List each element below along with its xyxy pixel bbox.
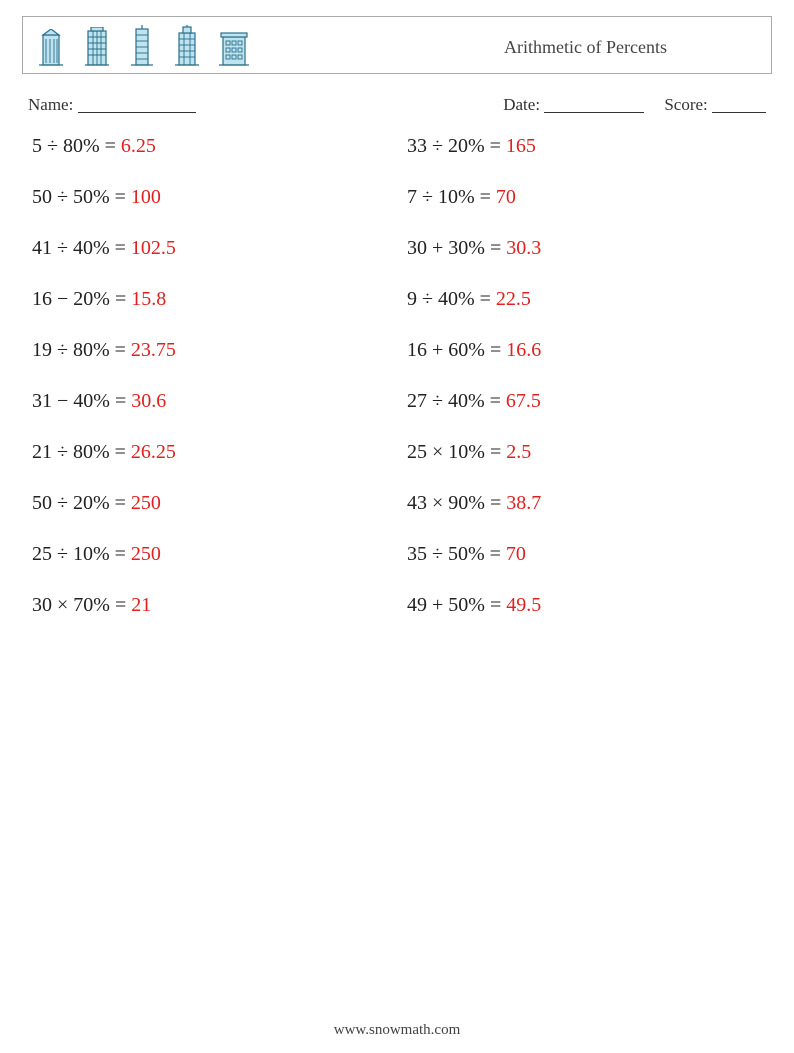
problem-answer: 30.6 [131, 390, 166, 412]
problem-expression: 50 ÷ 20% = [32, 492, 131, 514]
problem-answer: 23.75 [131, 339, 176, 361]
problem-answer: 30.3 [506, 237, 541, 259]
problem: 43 × 90% = 38.7 [407, 492, 762, 515]
date-blank[interactable] [544, 97, 644, 113]
problem-expression: 50 ÷ 50% = [32, 186, 131, 208]
problem-expression: 16 − 20% = [32, 288, 131, 310]
problem: 16 − 20% = 15.8 [32, 288, 387, 311]
problem: 30 × 70% = 21 [32, 594, 387, 617]
problem-expression: 41 ÷ 40% = [32, 237, 131, 259]
meta-row: Name: Date: Score: [28, 94, 766, 115]
problem-expression: 30 × 70% = [32, 594, 131, 616]
worksheet-page: Arithmetic of Percents Name: Date: Score… [0, 0, 794, 633]
problem-expression: 31 − 40% = [32, 390, 131, 412]
problem-answer: 2.5 [506, 441, 531, 463]
score-label: Score: [664, 95, 707, 114]
problem: 30 + 30% = 30.3 [407, 237, 762, 260]
worksheet-title: Arithmetic of Percents [504, 37, 667, 58]
problem-expression: 9 ÷ 40% = [407, 288, 496, 310]
footer-url: www.snowmath.com [0, 1022, 794, 1039]
problem-answer: 21 [131, 594, 151, 616]
problem-expression: 30 + 30% = [407, 237, 506, 259]
score-blank[interactable] [712, 97, 766, 113]
problem-answer: 26.25 [131, 441, 176, 463]
name-label: Name: [28, 95, 73, 114]
building-icon [173, 25, 201, 67]
problem-answer: 22.5 [496, 288, 531, 310]
problem-expression: 16 + 60% = [407, 339, 506, 361]
problem: 25 ÷ 10% = 250 [32, 543, 387, 566]
problem: 31 − 40% = 30.6 [32, 390, 387, 413]
problem-expression: 7 ÷ 10% = [407, 186, 496, 208]
header: Arithmetic of Percents [22, 16, 772, 74]
problem: 35 ÷ 50% = 70 [407, 543, 762, 566]
problem-expression: 35 ÷ 50% = [407, 543, 506, 565]
problem: 16 + 60% = 16.6 [407, 339, 762, 362]
name-field: Name: [28, 94, 196, 115]
building-icons [37, 25, 249, 67]
problem-answer: 49.5 [506, 594, 541, 616]
problem-answer: 70 [496, 186, 516, 208]
problem-answer: 250 [131, 492, 161, 514]
problem-expression: 27 ÷ 40% = [407, 390, 506, 412]
date-field: Date: [503, 94, 644, 115]
problem-expression: 19 ÷ 80% = [32, 339, 131, 361]
problem-expression: 43 × 90% = [407, 492, 506, 514]
building-icon [129, 25, 155, 67]
building-icon [83, 27, 111, 67]
problem-answer: 165 [506, 135, 536, 157]
problem: 33 ÷ 20% = 165 [407, 135, 762, 158]
name-blank[interactable] [78, 97, 196, 113]
problem: 27 ÷ 40% = 67.5 [407, 390, 762, 413]
problem-answer: 102.5 [131, 237, 176, 259]
problem-answer: 15.8 [131, 288, 166, 310]
problem-expression: 25 × 10% = [407, 441, 506, 463]
problem: 41 ÷ 40% = 102.5 [32, 237, 387, 260]
problem: 25 × 10% = 2.5 [407, 441, 762, 464]
building-icon [37, 29, 65, 67]
problem-answer: 250 [131, 543, 161, 565]
problem: 21 ÷ 80% = 26.25 [32, 441, 387, 464]
problem: 50 ÷ 50% = 100 [32, 186, 387, 209]
problem-answer: 6.25 [121, 135, 156, 157]
problem-answer: 67.5 [506, 390, 541, 412]
score-field: Score: [664, 94, 766, 115]
problem: 7 ÷ 10% = 70 [407, 186, 762, 209]
problem: 19 ÷ 80% = 23.75 [32, 339, 387, 362]
building-icon [219, 29, 249, 67]
problem-answer: 70 [506, 543, 526, 565]
problem: 5 ÷ 80% = 6.25 [32, 135, 387, 158]
problem-expression: 49 + 50% = [407, 594, 506, 616]
problem: 50 ÷ 20% = 250 [32, 492, 387, 515]
problem-answer: 38.7 [506, 492, 541, 514]
date-label: Date: [503, 95, 540, 114]
problem-answer: 100 [131, 186, 161, 208]
problems-grid: 5 ÷ 80% = 6.25 33 ÷ 20% = 165 50 ÷ 50% = 1… [22, 135, 772, 617]
problem-expression: 33 ÷ 20% = [407, 135, 506, 157]
problem: 9 ÷ 40% = 22.5 [407, 288, 762, 311]
problem-expression: 5 ÷ 80% = [32, 135, 121, 157]
problem-expression: 21 ÷ 80% = [32, 441, 131, 463]
problem: 49 + 50% = 49.5 [407, 594, 762, 617]
problem-answer: 16.6 [506, 339, 541, 361]
problem-expression: 25 ÷ 10% = [32, 543, 131, 565]
